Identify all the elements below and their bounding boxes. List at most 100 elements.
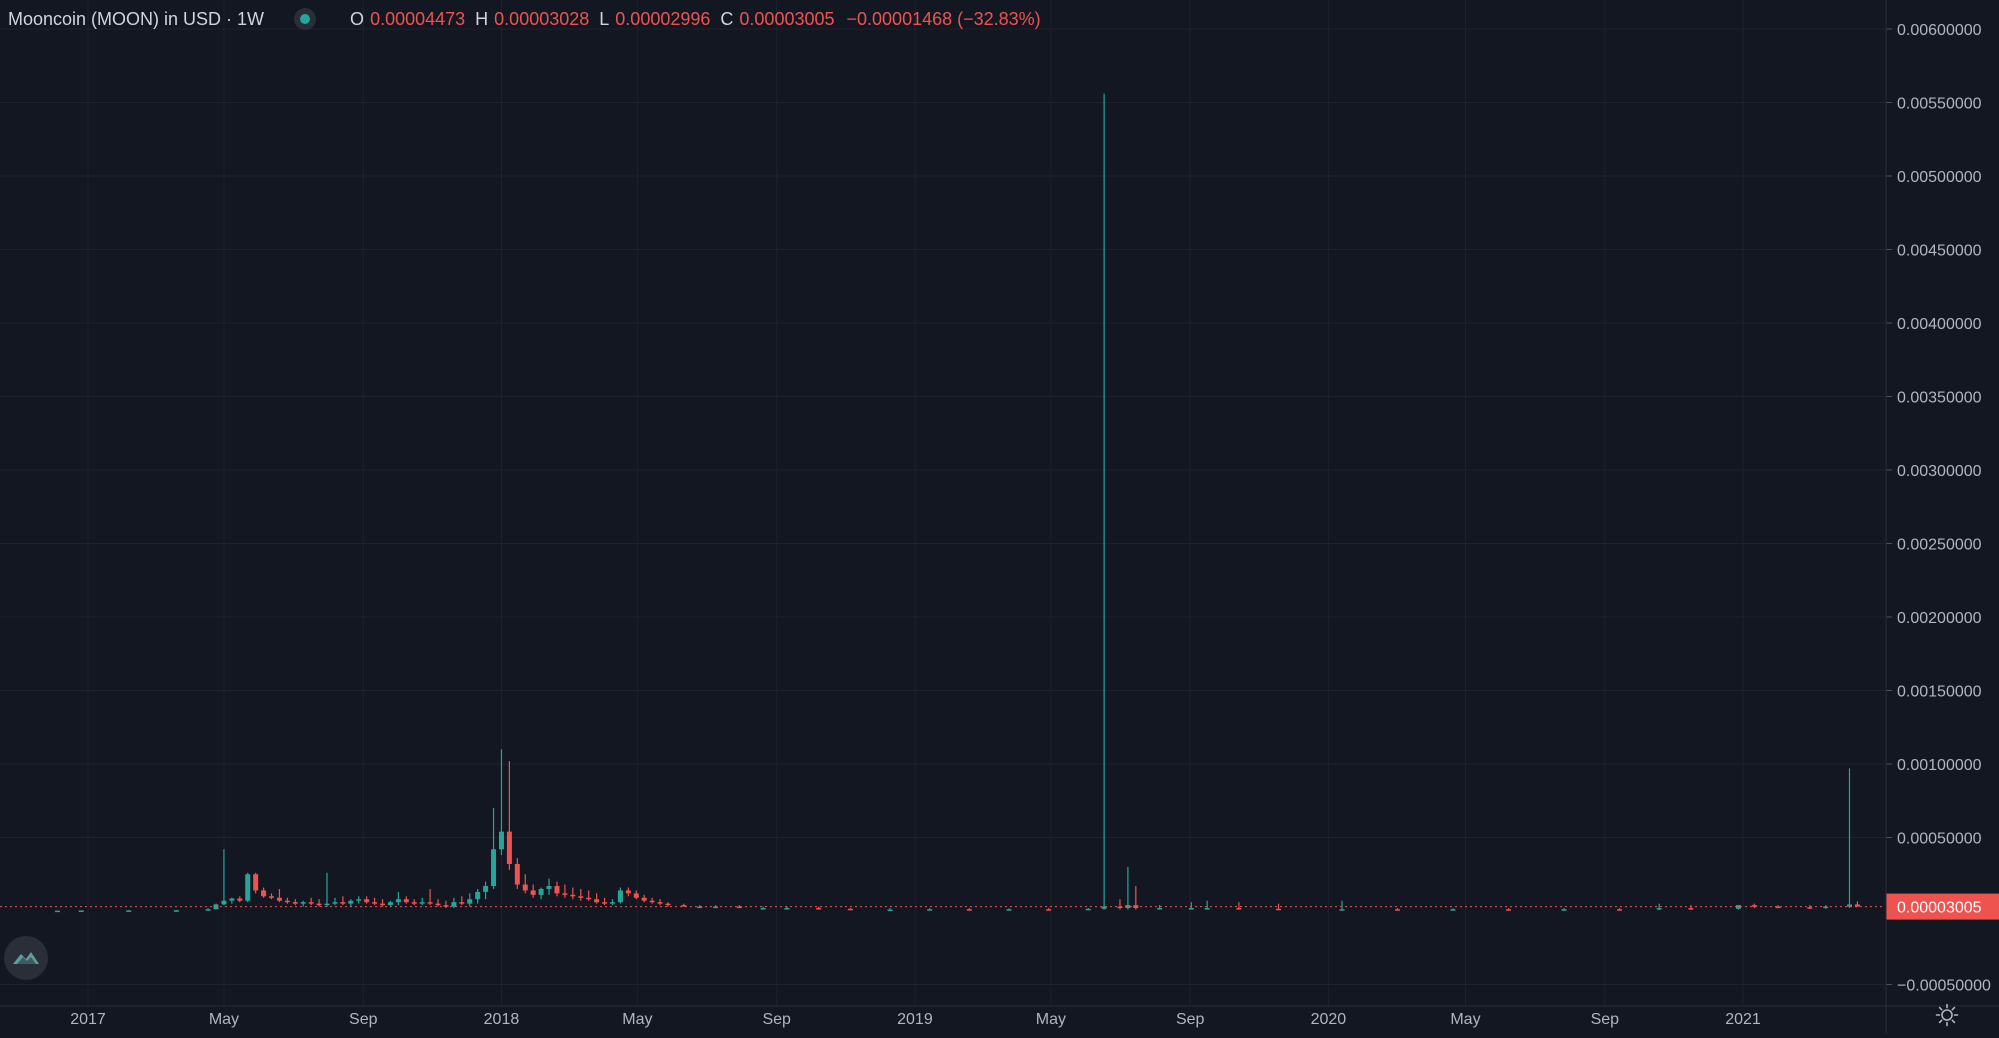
candle[interactable] xyxy=(205,908,211,911)
candle[interactable] xyxy=(451,897,457,909)
candle[interactable] xyxy=(340,896,346,906)
candle[interactable] xyxy=(372,897,378,906)
candle[interactable] xyxy=(1101,93,1107,910)
candle[interactable] xyxy=(530,884,536,898)
candle[interactable] xyxy=(316,899,322,907)
candle[interactable] xyxy=(1339,900,1345,911)
candle[interactable] xyxy=(554,881,560,897)
candle[interactable] xyxy=(625,887,631,897)
tradingview-logo-icon[interactable] xyxy=(4,936,48,980)
candle[interactable] xyxy=(522,874,528,894)
candle[interactable] xyxy=(1854,901,1860,907)
candle[interactable] xyxy=(1157,905,1163,910)
candle[interactable] xyxy=(586,890,592,901)
candle[interactable] xyxy=(649,897,655,904)
candle[interactable] xyxy=(419,897,425,906)
candle[interactable] xyxy=(1125,866,1131,910)
candle[interactable] xyxy=(300,900,306,907)
candle[interactable] xyxy=(1751,903,1757,909)
candle[interactable] xyxy=(1617,908,1623,911)
candle[interactable] xyxy=(514,858,520,889)
candle[interactable] xyxy=(498,749,504,856)
settings-gear-icon[interactable] xyxy=(1935,1003,1959,1027)
candle[interactable] xyxy=(681,903,687,907)
candle[interactable] xyxy=(847,908,853,911)
candle[interactable] xyxy=(657,899,663,906)
candle[interactable] xyxy=(467,893,473,907)
candle[interactable] xyxy=(609,899,615,906)
candle[interactable] xyxy=(927,908,933,911)
candle[interactable] xyxy=(261,887,267,898)
candle[interactable] xyxy=(594,893,600,904)
candle[interactable] xyxy=(308,897,314,906)
candle[interactable] xyxy=(1046,908,1052,911)
candle[interactable] xyxy=(324,872,330,907)
candle[interactable] xyxy=(602,897,608,906)
candle[interactable] xyxy=(269,893,275,900)
candle[interactable] xyxy=(395,891,401,906)
candle[interactable] xyxy=(966,908,972,911)
candle[interactable] xyxy=(1688,905,1694,910)
candle[interactable] xyxy=(387,900,393,907)
candle[interactable] xyxy=(411,899,417,906)
candle[interactable] xyxy=(506,761,512,870)
candle[interactable] xyxy=(578,888,584,901)
candle[interactable] xyxy=(54,910,60,913)
candle[interactable] xyxy=(253,872,259,894)
candle[interactable] xyxy=(665,902,671,907)
candle[interactable] xyxy=(126,910,132,912)
candle[interactable] xyxy=(459,896,465,906)
candle[interactable] xyxy=(633,890,639,900)
candle[interactable] xyxy=(403,896,409,904)
candle[interactable] xyxy=(245,872,251,903)
candle[interactable] xyxy=(641,894,647,903)
symbol-title[interactable]: Mooncoin (MOON) in USD · 1W xyxy=(8,8,265,29)
candle[interactable] xyxy=(562,884,568,898)
candle[interactable] xyxy=(1188,902,1194,910)
candle[interactable] xyxy=(760,906,766,910)
candle[interactable] xyxy=(229,897,235,904)
candle[interactable] xyxy=(1133,886,1139,910)
candle[interactable] xyxy=(617,887,623,904)
candle[interactable] xyxy=(538,887,544,900)
candle[interactable] xyxy=(483,881,489,900)
candle[interactable] xyxy=(348,899,354,907)
candle[interactable] xyxy=(380,899,386,907)
candle[interactable] xyxy=(1450,908,1456,911)
candle[interactable] xyxy=(1395,908,1401,911)
candle[interactable] xyxy=(78,910,84,912)
candle[interactable] xyxy=(1656,903,1662,911)
candle[interactable] xyxy=(1561,908,1567,911)
candle[interactable] xyxy=(332,897,338,906)
candle[interactable] xyxy=(570,887,576,900)
candle[interactable] xyxy=(427,888,433,906)
candle[interactable] xyxy=(491,808,497,889)
candle[interactable] xyxy=(435,899,441,907)
candle[interactable] xyxy=(736,905,742,909)
candle[interactable] xyxy=(1807,905,1813,909)
candle[interactable] xyxy=(284,897,290,904)
candle[interactable] xyxy=(276,888,282,903)
status-dot-icon[interactable] xyxy=(294,8,317,30)
candle[interactable] xyxy=(237,896,243,903)
candle[interactable] xyxy=(292,899,298,906)
candle[interactable] xyxy=(816,906,822,910)
candle[interactable] xyxy=(1735,905,1741,910)
candle[interactable] xyxy=(887,908,893,912)
candle[interactable] xyxy=(1775,905,1781,909)
candle[interactable] xyxy=(356,896,362,904)
candle[interactable] xyxy=(475,888,481,904)
candle[interactable] xyxy=(221,849,227,906)
candle[interactable] xyxy=(173,910,179,912)
candle[interactable] xyxy=(364,896,370,904)
candle[interactable] xyxy=(1117,899,1123,910)
candle[interactable] xyxy=(1236,902,1242,910)
candle[interactable] xyxy=(697,905,703,909)
candle[interactable] xyxy=(1276,903,1282,911)
candle[interactable] xyxy=(1846,768,1852,909)
candle[interactable] xyxy=(1006,908,1012,911)
candle[interactable] xyxy=(1204,900,1210,910)
candle[interactable] xyxy=(1085,908,1091,911)
